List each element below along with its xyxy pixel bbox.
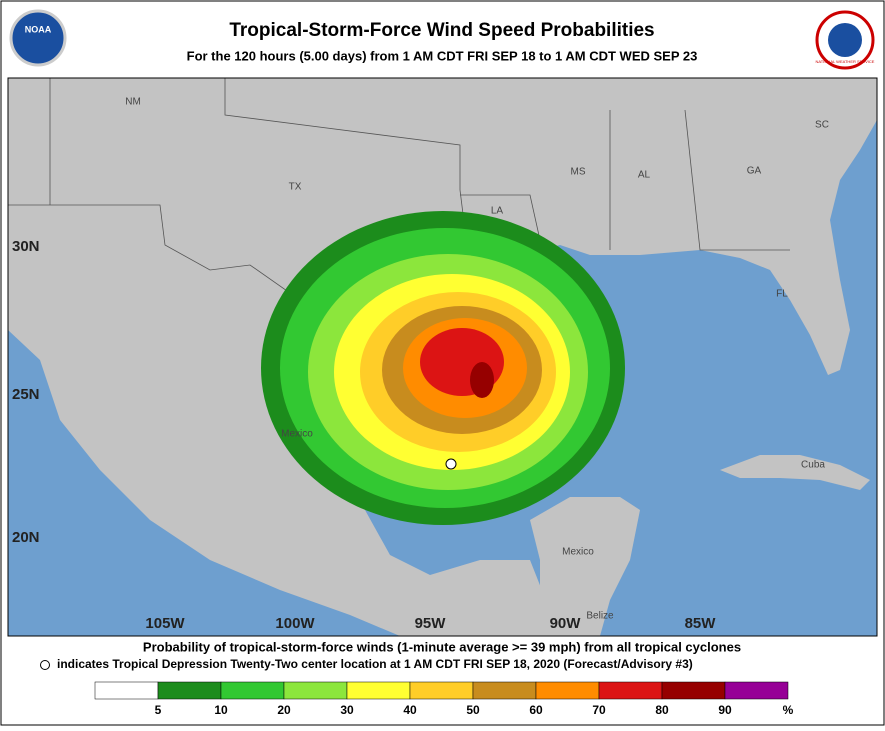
place-label: MS bbox=[571, 167, 586, 178]
footer-line2: indicates Tropical Depression Twenty-Two… bbox=[57, 657, 693, 671]
place-label: NM bbox=[125, 97, 141, 108]
place-label: LA bbox=[491, 206, 504, 217]
legend-tick-label: 90 bbox=[718, 703, 732, 717]
legend-swatch bbox=[472, 681, 537, 700]
place-label: TX bbox=[289, 182, 302, 193]
legend-tick-label: 70 bbox=[592, 703, 606, 717]
lon-label: 95W bbox=[415, 615, 447, 632]
place-label: Belize bbox=[586, 611, 614, 622]
legend-swatch bbox=[409, 681, 474, 700]
place-label: GA bbox=[747, 166, 762, 177]
cuba bbox=[720, 455, 870, 490]
title: Tropical-Storm-Force Wind Speed Probabil… bbox=[229, 20, 654, 41]
storm-center bbox=[445, 458, 457, 470]
contour bbox=[470, 362, 494, 398]
legend-swatch bbox=[157, 681, 222, 700]
lat-label: 20N bbox=[12, 529, 40, 546]
legend-swatch bbox=[346, 681, 411, 700]
place-label: Mexico bbox=[281, 429, 313, 440]
place-label: AL bbox=[638, 170, 651, 181]
place-label: Cuba bbox=[801, 460, 825, 471]
state-border bbox=[684, 109, 790, 251]
legend-tick-label: 5 bbox=[155, 703, 162, 717]
footer-line1: Probability of tropical-storm-force wind… bbox=[143, 639, 741, 654]
place-label: Mexico bbox=[562, 547, 594, 558]
lon-label: 105W bbox=[145, 615, 185, 632]
place-label: SC bbox=[815, 120, 829, 131]
lat-label: 25N bbox=[12, 386, 40, 403]
map-frame bbox=[7, 77, 878, 637]
legend-unit: % bbox=[783, 703, 794, 717]
nws-logo-text: NATIONAL WEATHER SERVICE bbox=[816, 59, 875, 64]
yucatan bbox=[530, 497, 640, 636]
noaa-logo-text: NOAA bbox=[25, 24, 52, 34]
map: 30N 25N 20N 105W 100W 95W 90W 85W NM TX LA MS AL GA SC… bbox=[8, 78, 877, 636]
legend-swatch bbox=[220, 681, 285, 700]
probability-contours bbox=[261, 211, 625, 525]
legend-swatch bbox=[535, 681, 600, 700]
header: NOAA NATIONAL WEATHER SERVICE Tropical-S… bbox=[9, 9, 875, 70]
legend-tick-label: 10 bbox=[214, 703, 228, 717]
legend: 5 10 20 30 40 50 60 70 80 90% bbox=[94, 681, 794, 717]
legend-tick-label: 30 bbox=[340, 703, 354, 717]
legend-swatch bbox=[661, 681, 726, 700]
legend-swatch bbox=[94, 681, 159, 700]
lat-label: 30N bbox=[12, 238, 40, 255]
lon-label: 100W bbox=[275, 615, 315, 632]
lon-label: 85W bbox=[685, 615, 717, 632]
center-symbol bbox=[40, 660, 50, 670]
place-label: FL bbox=[776, 289, 788, 300]
state-border bbox=[460, 194, 541, 241]
subtitle: For the 120 hours (5.00 days) from 1 AM … bbox=[187, 48, 698, 63]
legend-tick-label: 20 bbox=[277, 703, 291, 717]
legend-tick-label: 40 bbox=[403, 703, 417, 717]
legend-swatch bbox=[283, 681, 348, 700]
nws-logo-inner bbox=[828, 23, 862, 57]
legend-tick-label: 60 bbox=[529, 703, 543, 717]
pacific-water bbox=[8, 330, 400, 636]
legend-tick-label: 50 bbox=[466, 703, 480, 717]
legend-tick-label: 80 bbox=[655, 703, 669, 717]
map-labels: 30N 25N 20N 105W 100W 95W 90W 85W NM TX LA MS AL GA SC… bbox=[12, 97, 829, 632]
noaa-logo bbox=[9, 9, 67, 67]
lon-label: 90W bbox=[550, 615, 582, 632]
legend-swatch bbox=[598, 681, 663, 700]
legend-swatch bbox=[724, 681, 789, 700]
